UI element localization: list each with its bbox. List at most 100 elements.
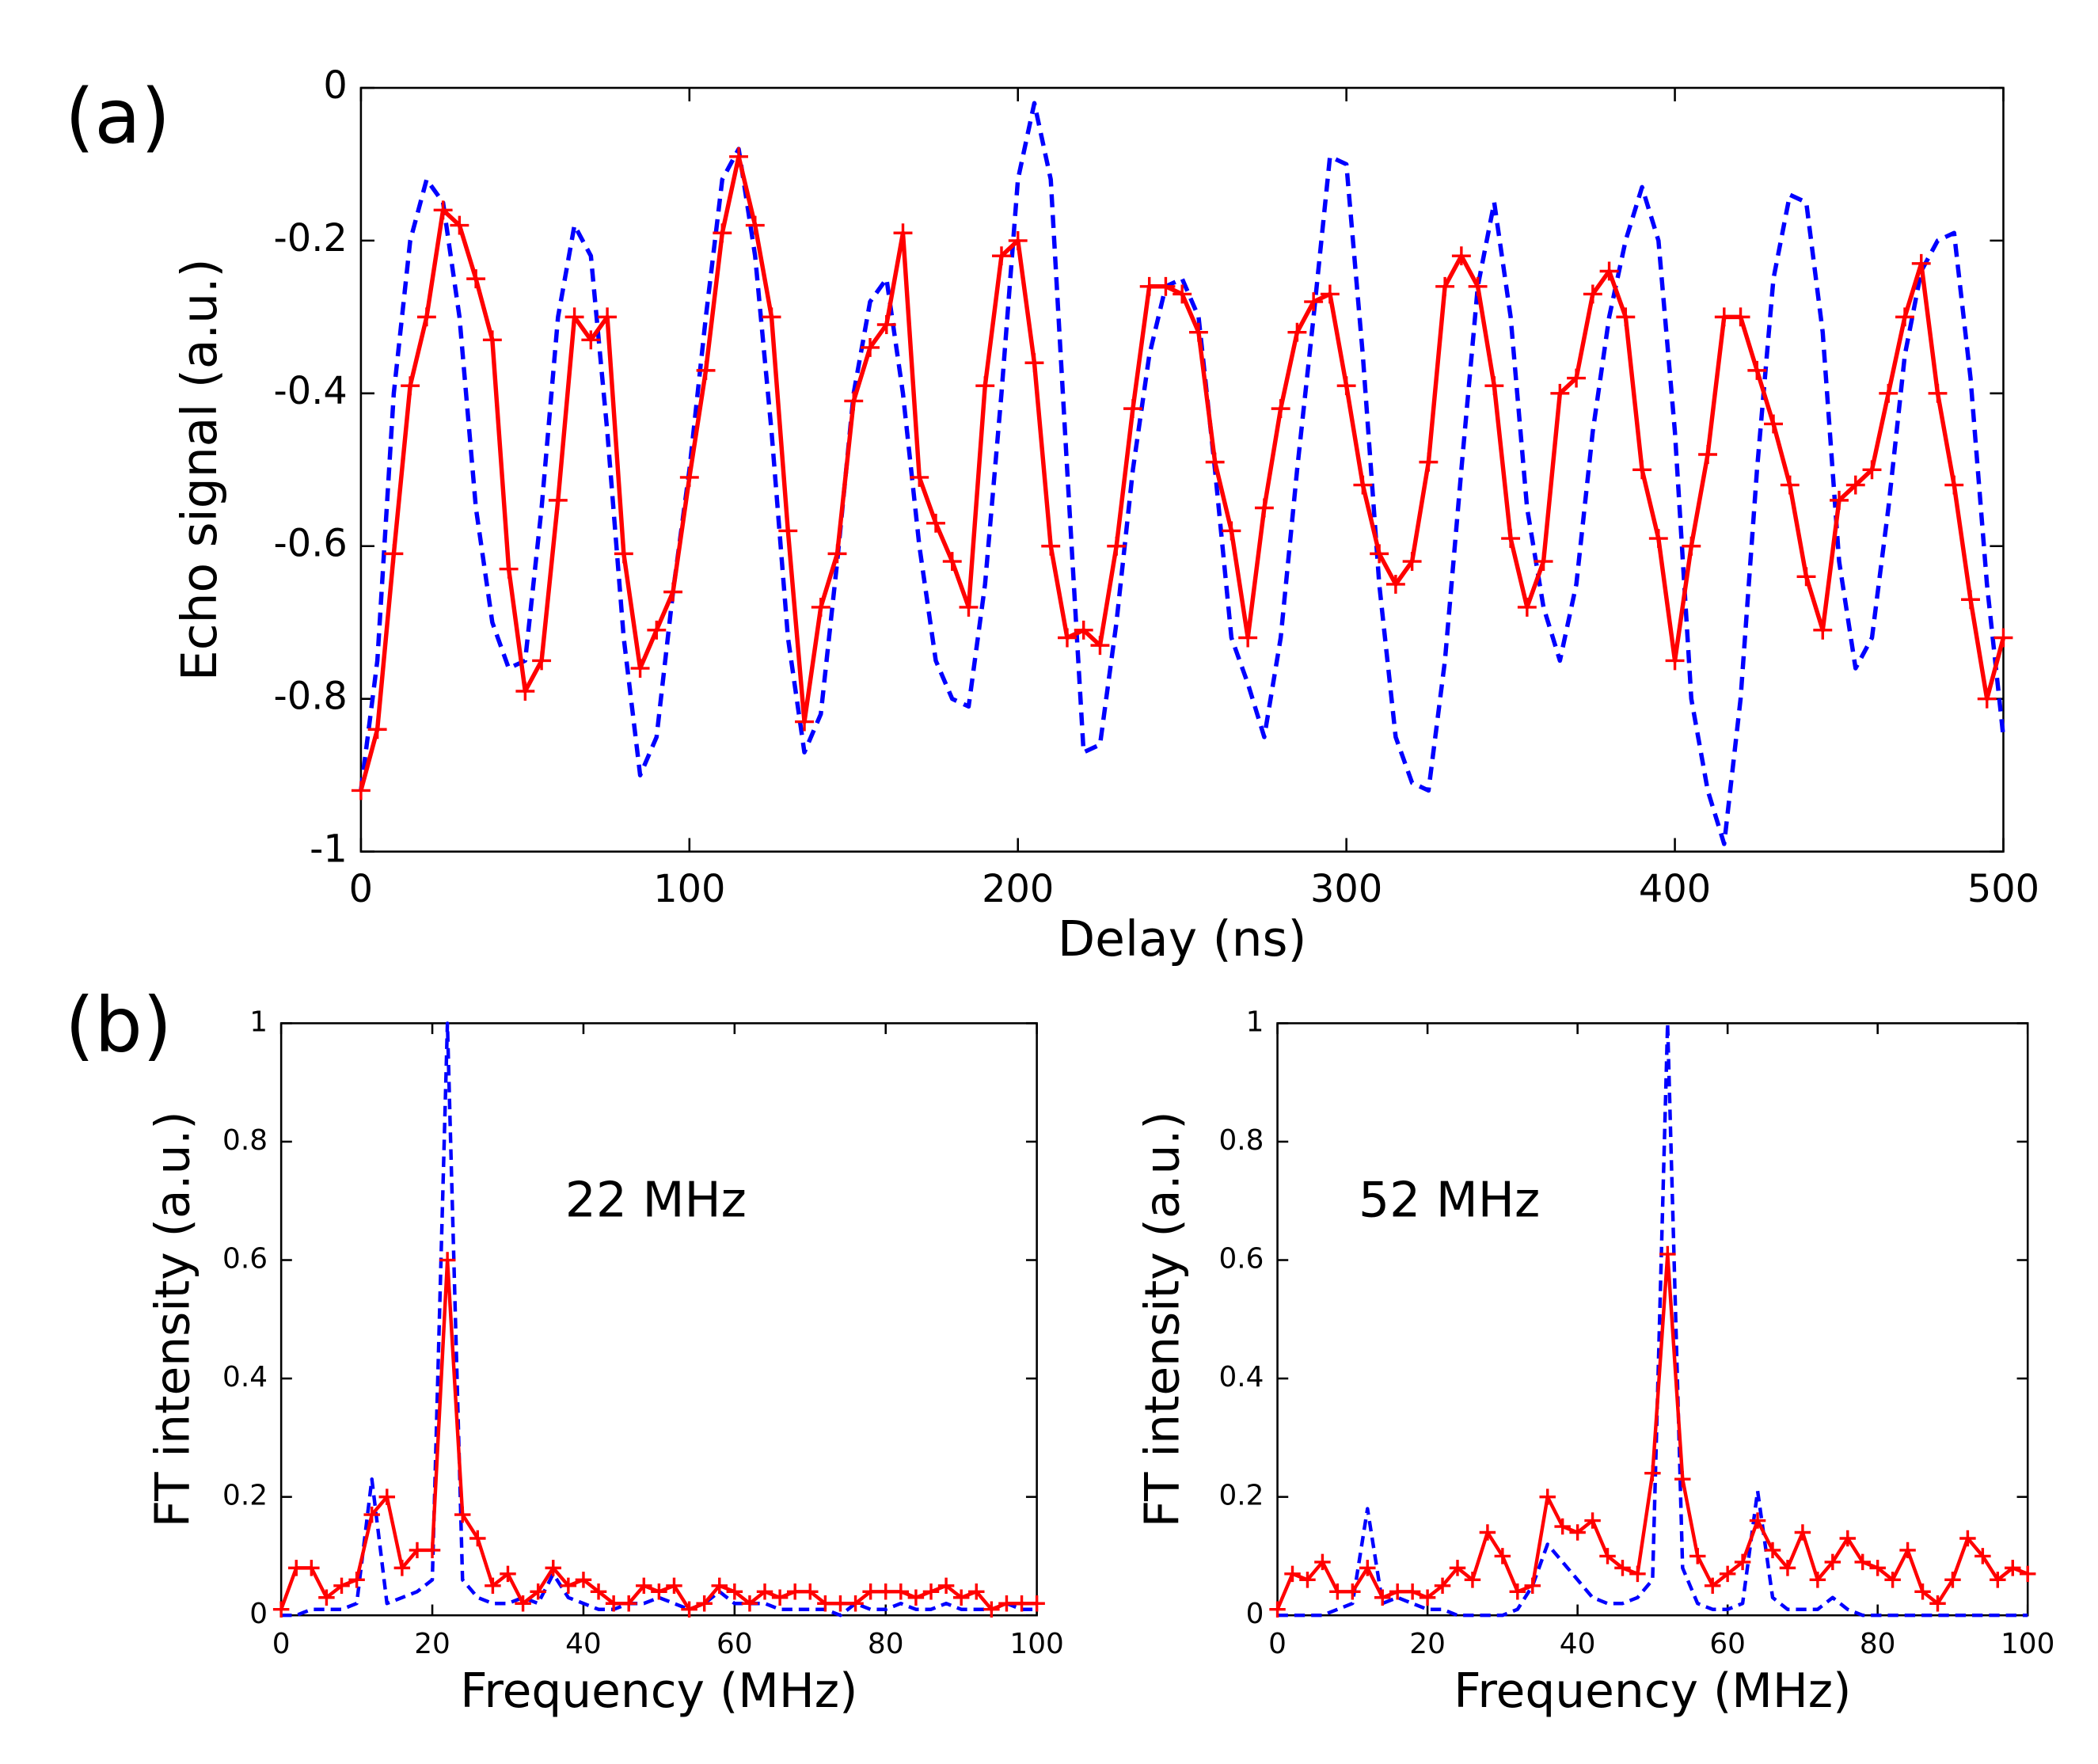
data-point	[1123, 399, 1142, 419]
data-point	[1862, 460, 1882, 480]
data-point	[1344, 1583, 1361, 1600]
data-point	[1320, 284, 1340, 304]
data-point	[959, 597, 979, 617]
data-point	[1914, 1583, 1931, 1600]
data-point	[844, 391, 864, 411]
plot-area	[359, 86, 2005, 853]
data-point	[1704, 1577, 1721, 1595]
data-point	[590, 1583, 607, 1600]
annotation: 52 MHz	[1359, 1173, 1540, 1229]
data-point	[1314, 1553, 1331, 1571]
data-point	[485, 1577, 501, 1595]
y-axis-label: FT intensity (a.u.)	[146, 1111, 201, 1527]
data-point	[862, 1583, 879, 1600]
data-point	[439, 1252, 456, 1268]
data-point	[500, 1565, 516, 1583]
y-tick-label: 0.8	[1218, 1124, 1264, 1157]
data-point	[1616, 307, 1636, 327]
data-point	[926, 513, 945, 533]
data-point	[1644, 1465, 1661, 1481]
data-point	[681, 1601, 697, 1618]
data-point	[1929, 1595, 1946, 1612]
data-point	[741, 1595, 758, 1612]
data-point	[575, 1572, 592, 1588]
data-point	[1299, 1572, 1316, 1588]
data-point	[393, 1560, 411, 1576]
data-point	[614, 544, 633, 564]
data-point	[726, 1583, 743, 1600]
data-point	[620, 1595, 637, 1612]
data-point	[663, 582, 683, 602]
data-point	[1674, 1470, 1691, 1488]
data-point	[1013, 1595, 1030, 1612]
data-point	[1524, 1577, 1541, 1595]
y-tick-label: 0	[323, 64, 347, 108]
data-point	[499, 559, 519, 579]
data-point	[532, 651, 552, 671]
data-point	[1977, 689, 1997, 709]
data-point	[778, 521, 798, 541]
data-point	[1719, 1565, 1736, 1583]
data-point	[1107, 536, 1127, 556]
data-point	[409, 1542, 426, 1559]
data-point	[1648, 529, 1668, 549]
data-point	[1779, 1560, 1796, 1576]
x-axis-label: Frequency (MHz)	[460, 1664, 857, 1719]
y-tick-label: -0.4	[274, 370, 348, 413]
data-point	[771, 1589, 789, 1606]
data-point	[1139, 276, 1159, 296]
data-point	[1359, 1560, 1376, 1576]
data-point	[1714, 307, 1734, 327]
data-point	[1329, 1583, 1346, 1600]
data-point	[811, 597, 830, 617]
data-point	[636, 1577, 652, 1595]
y-tick-label: 0	[1246, 1598, 1264, 1630]
data-point	[795, 712, 814, 732]
data-point	[1374, 1589, 1391, 1606]
data-point	[401, 376, 420, 396]
data-point	[1336, 376, 1356, 396]
data-point	[1494, 1548, 1511, 1564]
data-point	[1074, 620, 1093, 640]
data-point	[1813, 620, 1833, 640]
data-point	[454, 1506, 471, 1523]
data-point	[1689, 1548, 1706, 1564]
data-point	[1254, 498, 1274, 518]
data-point	[1419, 1589, 1436, 1606]
data-point	[1222, 521, 1241, 541]
data-point	[384, 544, 404, 564]
data-point	[1944, 475, 1964, 495]
y-tick-label: 1	[1246, 1006, 1264, 1038]
panel-label: (a)	[65, 72, 170, 161]
data-point	[876, 315, 896, 334]
data-point	[581, 330, 601, 350]
x-tick-label: 0	[1268, 1628, 1287, 1660]
series-line	[281, 1021, 1037, 1618]
data-point	[1830, 490, 1849, 510]
x-tick-label: 20	[414, 1628, 450, 1660]
data-point	[1479, 1524, 1496, 1541]
data-point	[318, 1589, 335, 1606]
data-point	[1796, 567, 1816, 587]
data-point	[1731, 307, 1750, 327]
data-point	[1734, 1553, 1751, 1571]
data-point	[469, 1530, 486, 1547]
data-point	[832, 1595, 849, 1612]
data-point	[564, 307, 584, 327]
data-point	[515, 1595, 531, 1612]
data-point	[1961, 590, 1980, 610]
x-tick-label: 20	[1409, 1628, 1446, 1660]
data-point	[1794, 1524, 1811, 1541]
data-point	[762, 307, 781, 327]
data-point	[1884, 1572, 1901, 1588]
data-point	[696, 360, 716, 380]
series-line	[359, 101, 2006, 846]
data-point	[1404, 1583, 1421, 1600]
x-tick-label: 60	[1709, 1628, 1746, 1660]
y-axis-label: Echo signal (a.u.)	[172, 258, 228, 681]
data-point	[1567, 368, 1587, 388]
data-point	[786, 1583, 804, 1600]
data-point	[287, 1560, 305, 1576]
data-point	[545, 1560, 562, 1576]
